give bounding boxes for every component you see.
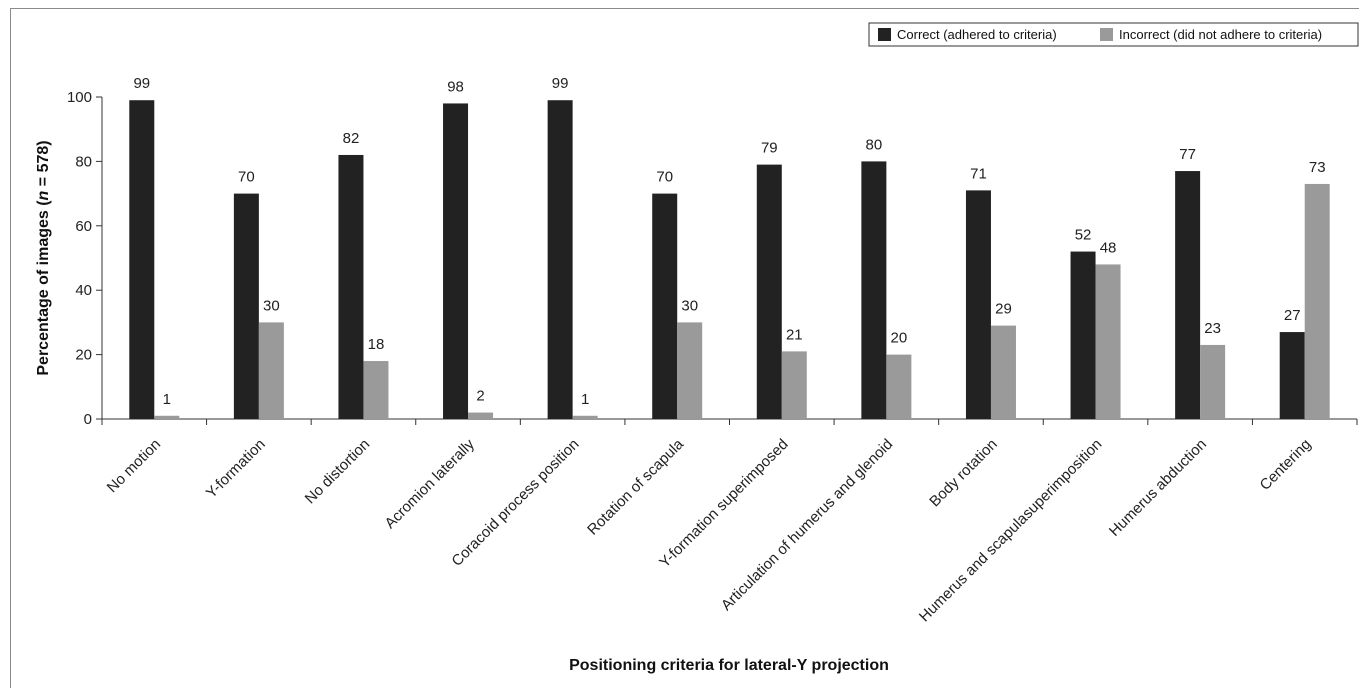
data-label-correct: 71 [970, 165, 987, 182]
data-label-correct: 77 [1179, 146, 1196, 163]
y-axis-title: Percentage of images (n = 578) [35, 140, 52, 375]
bar-correct [756, 164, 782, 419]
bar-correct [233, 193, 259, 419]
y-axis-title-suffix: = 578) [35, 140, 52, 190]
bar-incorrect [990, 325, 1016, 419]
bar-correct [338, 154, 364, 419]
bar-correct [861, 161, 887, 419]
data-label-correct: 82 [343, 130, 360, 147]
data-label-incorrect: 1 [581, 391, 589, 408]
data-label-correct: 70 [656, 169, 673, 186]
x-tick-label: Humerus and scapulasuperimposition [916, 436, 1105, 625]
bar-incorrect [154, 415, 180, 419]
legend-label-incorrect: Incorrect (did not adhere to criteria) [1119, 27, 1322, 42]
y-tick-label: 100 [67, 89, 92, 106]
data-label-incorrect: 30 [681, 297, 698, 314]
y-axis-title-prefix: Percentage of images ( [35, 200, 52, 376]
data-label-incorrect: 23 [1204, 320, 1221, 337]
data-label-incorrect: 21 [786, 326, 803, 343]
x-tick-label: Articulation of humerus and glenoid [718, 436, 896, 614]
x-tick-label: Acromion laterally [382, 435, 479, 532]
data-label-correct: 80 [866, 136, 883, 153]
legend-box [868, 22, 1359, 47]
bar-correct [443, 103, 469, 419]
bar-correct [652, 193, 678, 419]
data-label-incorrect: 2 [476, 388, 484, 405]
plot-area: 0 20 40 60 80 100 99 1 No motion 70 30 Y-formation 8… [67, 75, 1358, 625]
x-tick-label: Body rotation [926, 436, 1001, 511]
data-label-incorrect: 48 [1100, 239, 1117, 256]
bar-incorrect [1304, 183, 1330, 419]
x-tick-label: Rotation of scapula [584, 435, 687, 538]
bar-correct [965, 190, 991, 419]
bar-incorrect [781, 351, 807, 419]
bar-incorrect [572, 415, 598, 419]
bar-correct [547, 100, 573, 419]
bar-incorrect [363, 361, 389, 419]
data-label-correct: 98 [447, 78, 464, 95]
legend-swatch-correct [878, 28, 891, 41]
data-label-incorrect: 29 [995, 301, 1012, 318]
bar-incorrect [468, 412, 494, 419]
data-label-correct: 99 [552, 75, 569, 92]
x-tick-label: No distortion [302, 436, 374, 508]
bar-correct [1175, 171, 1201, 419]
y-tick-label: 20 [75, 347, 92, 364]
y-tick-label: 80 [75, 153, 92, 170]
data-label-incorrect: 1 [163, 391, 171, 408]
data-label-correct: 79 [761, 140, 778, 157]
y-axis-title-n: n [35, 190, 52, 200]
legend-label-correct: Correct (adhered to criteria) [897, 27, 1057, 42]
legend-swatch-incorrect [1100, 28, 1113, 41]
legend: Correct (adhered to criteria) Incorrect … [868, 22, 1359, 47]
data-label-incorrect: 18 [368, 336, 385, 353]
x-tick-label: Y-formation [203, 436, 269, 502]
data-label-correct: 70 [238, 169, 255, 186]
bar-correct [1279, 332, 1305, 419]
data-label-correct: 52 [1075, 227, 1092, 244]
bar-correct [129, 100, 155, 419]
bar-incorrect [1200, 344, 1226, 419]
bar-incorrect [1095, 264, 1121, 419]
x-axis-title: Positioning criteria for lateral-Y proje… [569, 657, 889, 674]
x-tick-label: No motion [104, 436, 164, 496]
bar-correct [1070, 251, 1096, 419]
bar-incorrect [886, 354, 912, 419]
y-tick-label: 60 [75, 218, 92, 235]
data-label-incorrect: 20 [891, 330, 908, 347]
chart-frame [10, 8, 1359, 688]
x-tick-label: Humerus abduction [1106, 436, 1210, 540]
bar-incorrect [677, 322, 703, 419]
data-label-correct: 27 [1284, 307, 1301, 324]
y-tick-label: 40 [75, 282, 92, 299]
data-label-incorrect: 30 [263, 297, 280, 314]
x-tick-label: Centering [1257, 436, 1315, 494]
y-tick-label: 0 [84, 411, 92, 428]
bar-incorrect [258, 322, 284, 419]
data-label-incorrect: 73 [1309, 159, 1326, 176]
data-label-correct: 99 [133, 75, 150, 92]
